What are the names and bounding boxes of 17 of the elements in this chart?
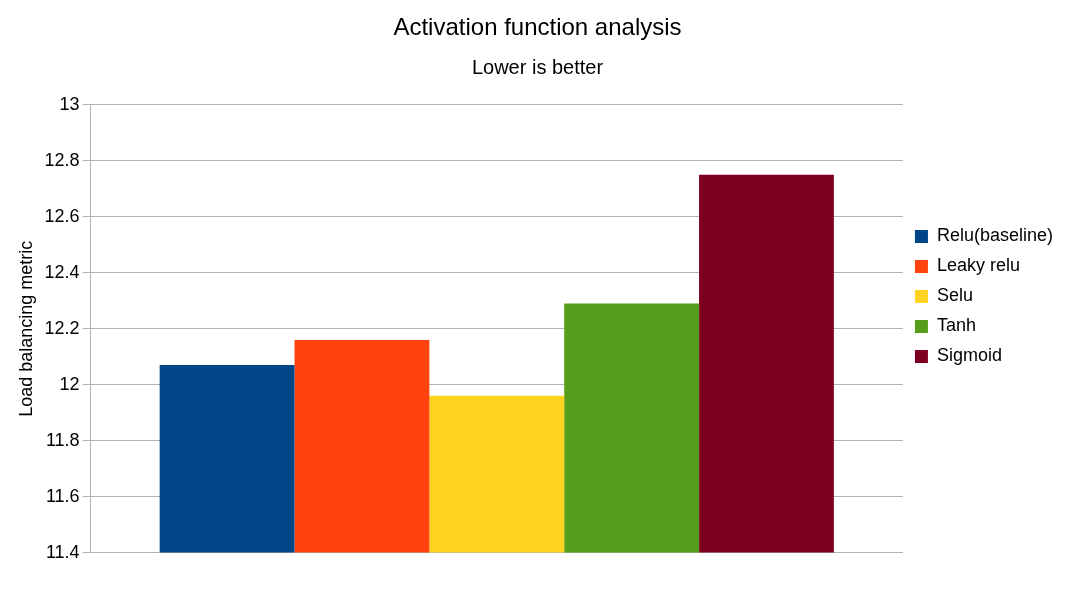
y-tick-label: 12.2 <box>44 317 80 338</box>
y-tick-label: 12.4 <box>44 261 80 282</box>
chart-title: Activation function analysis <box>393 13 682 41</box>
y-tick-label: 11.4 <box>45 541 80 562</box>
legend-label: Sigmoid <box>936 345 1002 366</box>
chart-subtitle: Lower is better <box>471 56 604 79</box>
legend-label: Relu(baseline) <box>936 225 1053 246</box>
y-tick-label: 13 <box>59 93 80 114</box>
y-axis-title: Load balancing metric <box>15 240 36 417</box>
legend-label: Leaky relu <box>936 255 1020 276</box>
legend-label: Selu <box>936 285 973 306</box>
y-tick-label: 12.6 <box>44 205 80 226</box>
y-tick-label: 12 <box>59 373 80 394</box>
y-tick-label: 11.6 <box>45 485 80 506</box>
y-tick-label: 11.8 <box>45 429 80 450</box>
legend-label: Tanh <box>936 315 976 336</box>
y-tick-label: 12.8 <box>44 149 80 170</box>
